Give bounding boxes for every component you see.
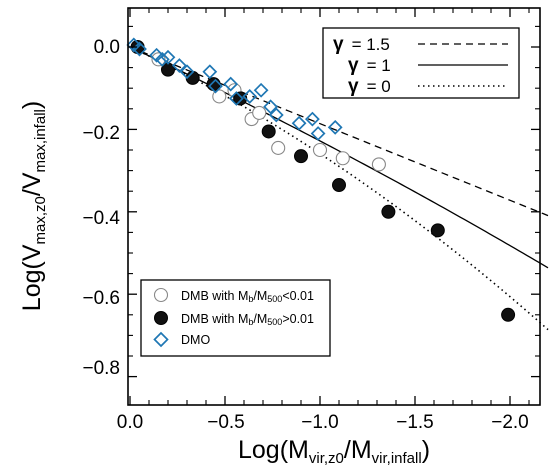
point-open-diamond — [304, 111, 320, 127]
x-tick-label: 0.0 — [117, 412, 143, 433]
plot-frame — [127, 7, 541, 406]
point-filled-circle — [294, 149, 308, 164]
point-open-diamond — [327, 119, 343, 135]
point-open-diamond — [310, 126, 326, 141]
point-filled-circle — [430, 223, 445, 238]
point-open-diamond — [208, 78, 223, 94]
legend-curves-box — [322, 27, 520, 99]
point-open-circle — [312, 142, 328, 158]
point-open-diamond — [228, 91, 244, 106]
curve-dashed — [129, 46, 549, 217]
y-tick-label: −0.6 — [82, 288, 120, 309]
legend-markers: DMB with Mb/M500<0.01 DMB with Mb/M500>0… — [140, 279, 331, 357]
y-tick-label: −0.4 — [82, 208, 120, 229]
y-tick-labels: 0.0 −0.2 −0.4 −0.6 −0.8 — [82, 37, 120, 379]
legend-markers-box — [140, 279, 331, 357]
legend-entry: γ = 0 — [348, 76, 508, 97]
point-filled-circle — [261, 124, 276, 139]
point-filled-circle — [381, 204, 396, 219]
x-tick-label: −0.5 — [207, 412, 245, 433]
model-curves — [129, 46, 549, 331]
point-open-diamond — [291, 115, 307, 131]
point-filled-circle — [332, 178, 346, 193]
legend-label: γ = 1.5 — [333, 34, 390, 55]
x-tick-labels: 0.0 −0.5 −1.0 −1.5 −2.0 — [117, 412, 529, 433]
curve-solid — [129, 46, 549, 269]
y-tick-label: −0.2 — [82, 123, 120, 144]
legend-entry: γ = 1.5 — [333, 34, 508, 55]
point-open-circle — [335, 151, 350, 166]
open-circle-marker — [153, 287, 169, 303]
filled-circle-marker — [154, 311, 168, 325]
open-diamond-marker — [153, 331, 169, 348]
legend-label: DMO — [181, 333, 210, 347]
point-open-diamond — [202, 64, 218, 80]
point-open-diamond — [253, 82, 269, 98]
x-axis-title: Log(Mvir,z0/Mvir,infall) — [238, 436, 430, 466]
point-open-diamond — [154, 51, 170, 67]
y-tick-label: 0.0 — [94, 37, 120, 58]
x-tick-label: −2.0 — [491, 412, 529, 433]
legend-entry: γ = 1 — [348, 55, 508, 76]
x-tick-label: −1.0 — [301, 412, 339, 433]
point-open-diamond — [126, 37, 142, 53]
point-open-circle — [252, 105, 267, 120]
point-open-diamond — [179, 64, 195, 80]
legend-entry: DMO — [153, 331, 210, 348]
legend-label: DMB with Mb/M500>0.01 — [181, 312, 314, 327]
point-open-circle — [371, 157, 386, 172]
point-open-diamond — [263, 99, 279, 115]
point-open-diamond — [149, 47, 165, 63]
legend-entry: DMB with Mb/M500<0.01 — [153, 287, 314, 304]
legend-label: DMB with Mb/M500<0.01 — [181, 289, 314, 304]
legend-label: γ = 1 — [348, 55, 391, 76]
point-open-diamond — [160, 49, 176, 65]
y-tick-label: −0.8 — [82, 358, 120, 379]
legend-curves: γ = 1.5 γ = 1 γ = 0 — [322, 27, 520, 99]
point-open-diamond — [268, 107, 284, 123]
legend-entry: DMB with Mb/M500>0.01 — [154, 311, 314, 327]
point-open-diamond — [171, 58, 187, 73]
point-open-diamond — [223, 76, 239, 92]
point-open-circle — [271, 140, 286, 155]
data-points — [126, 37, 516, 322]
legend-label: γ = 0 — [348, 76, 391, 97]
point-filled-circle — [501, 307, 516, 322]
point-open-diamond — [242, 89, 258, 104]
curve-dotted — [129, 46, 549, 331]
axis-ticks — [128, 8, 540, 405]
y-axis-title: Log(Vmax,z0/Vmax,infall) — [18, 101, 49, 311]
point-open-circle — [212, 89, 227, 104]
x-tick-label: −1.5 — [396, 412, 434, 433]
